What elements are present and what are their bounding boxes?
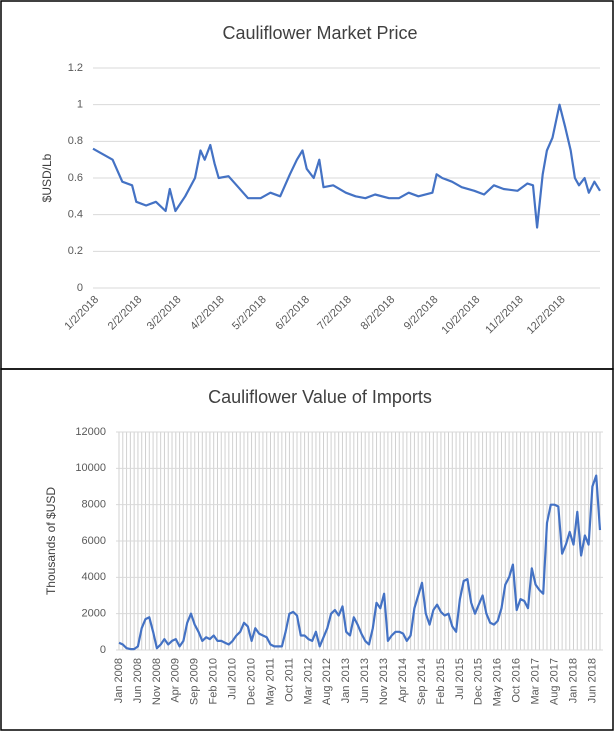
x-tick-label: 2/2/2018	[106, 294, 145, 333]
y-tick-label: 0	[77, 282, 83, 294]
x-tick-label: Feb 2010	[208, 658, 220, 704]
y-tick-label: 0	[100, 644, 106, 656]
x-tick-label: 4/2/2018	[188, 294, 227, 333]
x-tick-label: Mar 2017	[530, 658, 542, 704]
x-tick-label: Oct 2016	[511, 658, 523, 703]
x-tick-label: 8/2/2018	[359, 294, 398, 333]
x-tick-label: Nov 2013	[378, 658, 390, 705]
x-tick-label: 10/2/2018	[439, 294, 482, 337]
x-tick-label: Aug 2012	[321, 658, 333, 705]
x-tick-label: Mar 2012	[302, 658, 314, 704]
chart-title: Cauliflower Market Price	[222, 23, 417, 43]
y-tick-label: 0.4	[68, 209, 83, 221]
y-tick-label: 1	[77, 99, 83, 111]
x-tick-label: Jun 2008	[132, 658, 144, 703]
x-tick-label: 9/2/2018	[402, 294, 441, 333]
y-tick-label: 10000	[75, 462, 106, 474]
x-tick-label: 3/2/2018	[145, 294, 184, 333]
x-tick-label: Nov 2008	[151, 658, 163, 705]
x-tick-label: Dec 2015	[473, 658, 485, 705]
y-tick-label: 6000	[82, 535, 106, 547]
panel-border	[0, 368, 614, 731]
y-axis-label: Thousands of $USD	[44, 487, 58, 595]
x-tick-label: 11/2/2018	[483, 294, 526, 337]
x-tick-label: Jul 2015	[454, 658, 466, 700]
x-tick-label: 12/2/2018	[525, 294, 568, 337]
x-tick-label: Jan 2013	[340, 658, 352, 703]
y-tick-label: 4000	[82, 571, 106, 583]
y-axis-label: $USD/Lb	[40, 153, 54, 202]
x-tick-label: Jun 2013	[359, 658, 371, 703]
y-tick-label: 1.2	[68, 62, 83, 74]
x-tick-label: Apr 2009	[170, 658, 182, 703]
y-tick-label: 12000	[75, 426, 106, 438]
x-tick-label: 5/2/2018	[230, 294, 269, 333]
x-tick-label: Oct 2011	[283, 658, 295, 702]
x-tick-label: 1/2/2018	[62, 294, 101, 333]
x-tick-label: Apr 2014	[397, 658, 409, 703]
x-tick-label: 6/2/2018	[273, 294, 312, 333]
x-tick-label: Jan 2018	[567, 658, 579, 703]
x-tick-label: Jan 2008	[113, 658, 125, 703]
x-tick-label: Feb 2015	[435, 658, 447, 704]
chart-title: Cauliflower Value of Imports	[208, 387, 432, 407]
panel-border	[0, 0, 614, 370]
x-tick-label: 7/2/2018	[315, 294, 354, 333]
x-tick-label: Sep 2009	[189, 658, 201, 705]
x-tick-label: May 2011	[264, 658, 276, 706]
line	[92, 103, 601, 229]
x-tick-label: Jul 2010	[227, 658, 239, 700]
y-tick-label: 8000	[82, 499, 106, 511]
y-tick-label: 0.6	[68, 172, 83, 184]
x-tick-label: Dec 2010	[245, 658, 257, 705]
x-tick-label: May 2016	[492, 658, 504, 706]
y-tick-label: 2000	[82, 608, 106, 620]
x-tick-label: Sep 2014	[416, 658, 428, 705]
y-tick-label: 0.2	[68, 245, 83, 257]
x-tick-label: Aug 2017	[548, 658, 560, 705]
x-tick-label: Jun 2018	[586, 658, 598, 703]
line	[118, 474, 602, 651]
y-tick-label: 0.8	[68, 135, 83, 147]
